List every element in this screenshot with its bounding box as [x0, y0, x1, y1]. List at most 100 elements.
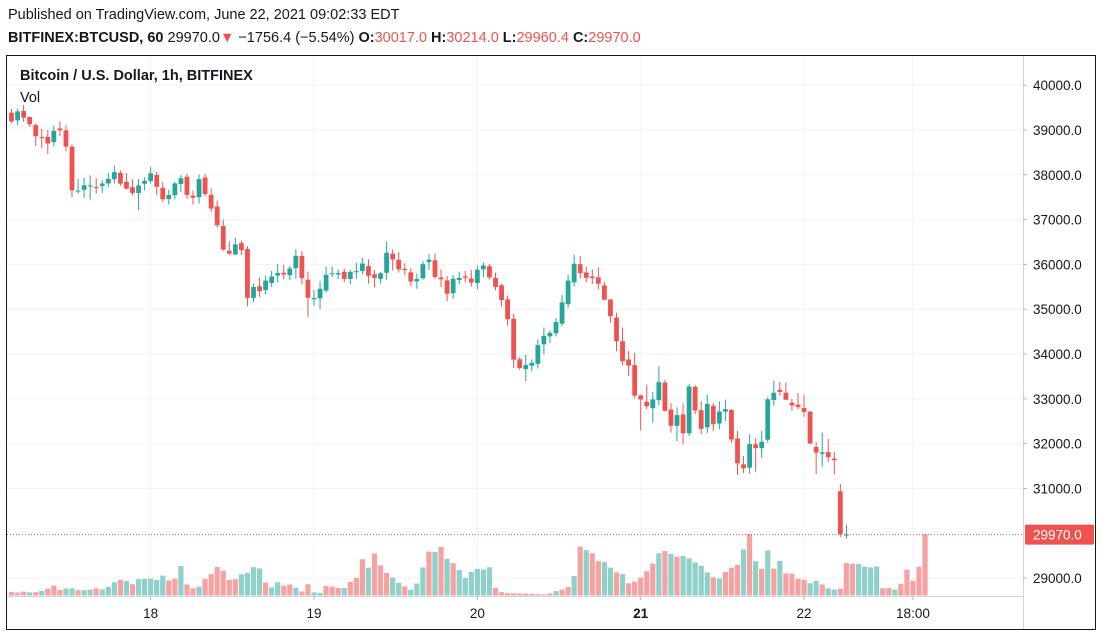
- volume-bar: [825, 588, 831, 596]
- candle: [735, 431, 740, 475]
- volume-bar: [27, 592, 33, 596]
- candle: [493, 272, 498, 291]
- volume-bar: [795, 578, 801, 596]
- volume-bar: [323, 585, 329, 596]
- candle: [650, 392, 656, 423]
- volume-bar: [244, 572, 251, 596]
- volume-bar: [589, 553, 595, 596]
- volume-bar: [583, 550, 589, 596]
- price-tick-label: 34000.0: [1033, 347, 1082, 362]
- volume-bar: [456, 570, 462, 596]
- candle: [747, 434, 752, 474]
- candle-body: [589, 276, 595, 279]
- volume-bar: [904, 569, 910, 596]
- candle-body: [813, 446, 819, 453]
- volume-bar: [269, 587, 275, 596]
- volume-bar: [341, 588, 347, 596]
- candle-body: [517, 359, 523, 369]
- candle-body: [583, 272, 589, 278]
- volume-bar: [632, 581, 638, 596]
- candle-body: [124, 181, 129, 189]
- candle-body: [9, 112, 14, 122]
- candle-body: [178, 178, 184, 185]
- candle-body: [438, 277, 444, 280]
- candle: [595, 267, 601, 290]
- candle: [789, 399, 795, 411]
- volume-bar: [517, 593, 523, 596]
- price-chart[interactable]: 40000.0 39000.0 38000.0 37000.0 36000.0 35000…: [7, 56, 1095, 629]
- candle: [63, 125, 69, 151]
- candle: [638, 394, 644, 431]
- candle-body: [99, 183, 105, 187]
- last-price-label: 29970.0: [1033, 528, 1082, 543]
- volume-bar: [759, 568, 765, 596]
- candle: [251, 283, 256, 302]
- candle: [771, 380, 777, 406]
- volume-bar: [299, 591, 305, 596]
- candle-body: [481, 265, 486, 270]
- candle-body: [341, 271, 347, 279]
- candle-body: [595, 277, 601, 284]
- candle: [547, 330, 553, 343]
- volume-bar: [238, 574, 244, 596]
- price-tick-label: 35000.0: [1033, 302, 1082, 317]
- candle: [154, 171, 160, 196]
- candle: [384, 241, 389, 280]
- time-tick-label: 22: [797, 606, 812, 621]
- candle: [529, 359, 535, 372]
- symbol-label[interactable]: BITFINEX:BTCUSD, 60: [8, 30, 164, 46]
- candles: [9, 105, 849, 539]
- candle: [57, 121, 63, 137]
- candle: [686, 383, 692, 436]
- candle-body: [142, 180, 147, 184]
- volume-legend[interactable]: Vol: [20, 90, 41, 106]
- volume-bar: [607, 567, 614, 596]
- candle: [487, 263, 492, 280]
- candle-body: [541, 335, 547, 345]
- open-value: 30017.0: [374, 30, 427, 46]
- candle-body: [39, 137, 45, 139]
- candle: [178, 175, 184, 192]
- volume-bar: [160, 575, 166, 596]
- volume-bar: [601, 562, 607, 596]
- candle-body: [777, 389, 783, 392]
- candle-body: [747, 444, 752, 468]
- candle: [245, 246, 250, 307]
- candle: [674, 407, 680, 442]
- candle-body: [360, 263, 365, 271]
- volume-bar: [662, 551, 668, 596]
- price-tick-label: 39000.0: [1033, 123, 1082, 138]
- candle-body: [571, 263, 577, 283]
- candle-body: [269, 276, 275, 283]
- volume-bar: [184, 584, 190, 596]
- volume-bar: [686, 558, 692, 596]
- candle-body: [414, 278, 420, 282]
- volume-bar: [51, 585, 57, 596]
- candle: [783, 382, 789, 400]
- candle-body: [172, 183, 178, 196]
- candle: [9, 108, 14, 124]
- candle-body: [565, 280, 571, 305]
- candle-body: [462, 276, 468, 278]
- volume-bar: [547, 593, 553, 596]
- chart-legend-title[interactable]: Bitcoin / U.S. Dollar, 1h, BITFINEX: [20, 68, 253, 84]
- candle-body: [154, 174, 160, 187]
- volume-bar: [208, 574, 214, 596]
- volume-bar: [801, 579, 807, 596]
- candle-body: [408, 272, 414, 282]
- volume-bar: [843, 563, 849, 596]
- candle: [142, 177, 147, 191]
- candle-body: [232, 244, 238, 255]
- volume-bar: [359, 559, 365, 596]
- candle: [166, 189, 172, 205]
- volume-bar: [626, 583, 632, 596]
- candle: [608, 299, 613, 323]
- volume-bar: [704, 572, 710, 596]
- candle-body: [196, 179, 202, 198]
- volume-bar: [910, 580, 916, 596]
- candle-body: [208, 194, 214, 209]
- volume-bar: [117, 579, 123, 596]
- price-tick-label: 37000.0: [1033, 213, 1082, 228]
- volume-bar: [129, 584, 136, 596]
- candle: [729, 409, 734, 443]
